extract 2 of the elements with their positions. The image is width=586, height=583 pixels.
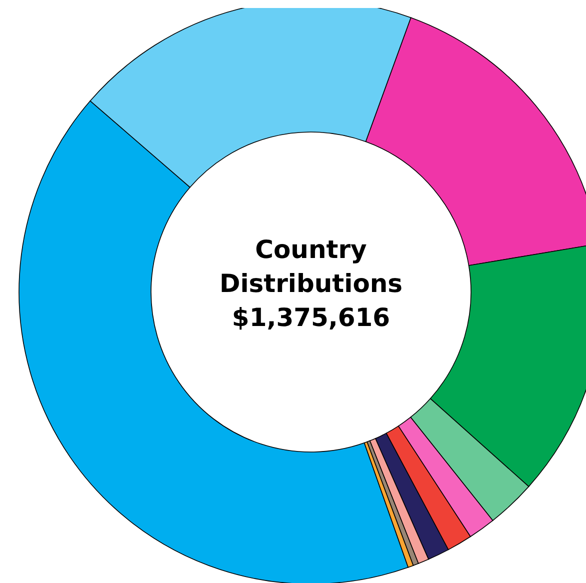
text: Country Distributions [219,235,403,298]
text: $1,375,616 [232,303,390,332]
